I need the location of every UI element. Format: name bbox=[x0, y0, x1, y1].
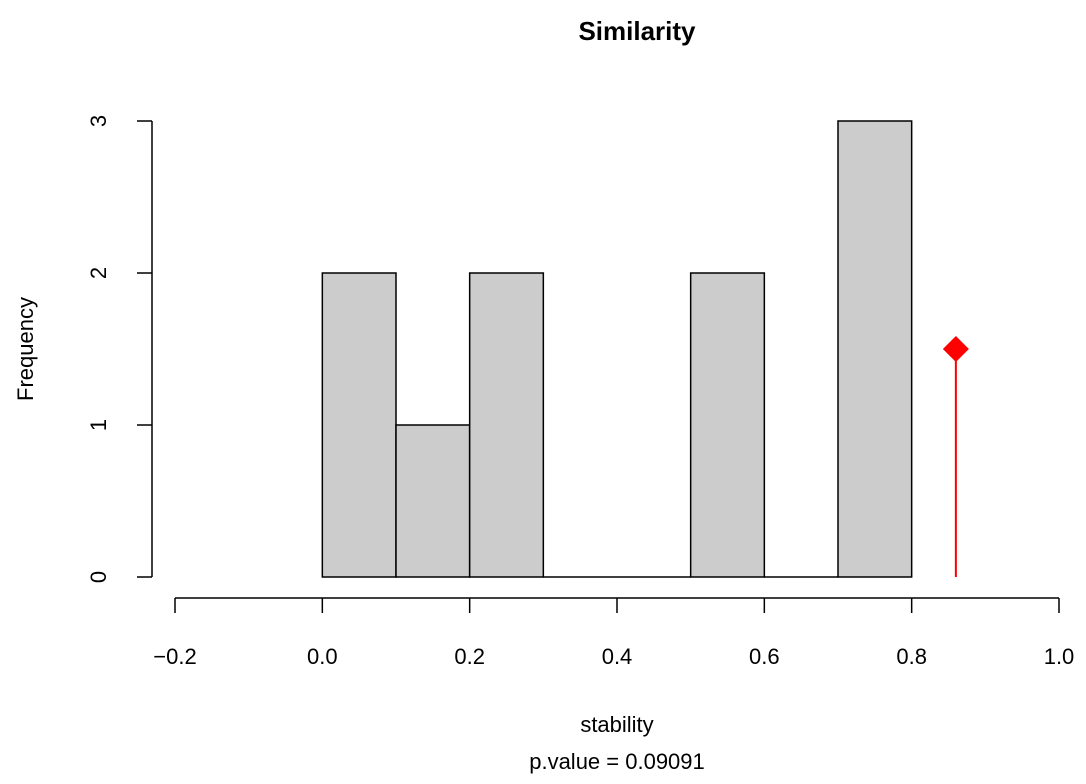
x-tick-label: 0.4 bbox=[602, 644, 633, 669]
y-axis-title: Frequency bbox=[13, 297, 38, 401]
chart-title: Similarity bbox=[578, 16, 696, 46]
histogram-bar bbox=[395, 424, 471, 578]
y-tick-label: 2 bbox=[86, 267, 111, 279]
observed-marker-group bbox=[942, 336, 969, 577]
histogram-bar bbox=[837, 120, 913, 578]
histogram-bar bbox=[321, 272, 397, 578]
bars-group bbox=[321, 120, 913, 578]
x-tick-label: 0.8 bbox=[896, 644, 927, 669]
x-tick-label: 0.2 bbox=[454, 644, 485, 669]
y-tick-label: 1 bbox=[86, 419, 111, 431]
y-tick-label: 0 bbox=[86, 571, 111, 583]
x-axis: −0.2 0.0 0.2 0.4 0.6 0.8 1.0 bbox=[153, 597, 1075, 669]
histogram-bar bbox=[689, 272, 766, 578]
y-tick-label: 3 bbox=[86, 115, 111, 127]
x-axis-title: stability bbox=[580, 712, 653, 737]
x-tick-label: −0.2 bbox=[153, 644, 196, 669]
x-tick-label: 1.0 bbox=[1044, 644, 1075, 669]
p-value-text: p.value = 0.09091 bbox=[529, 749, 705, 774]
observed-value-diamond bbox=[942, 336, 969, 362]
x-tick-label: 0.6 bbox=[749, 644, 780, 669]
y-axis: 0 1 2 3 bbox=[86, 115, 153, 583]
x-tick-label: 0.0 bbox=[307, 644, 338, 669]
histogram-bar bbox=[468, 272, 545, 578]
